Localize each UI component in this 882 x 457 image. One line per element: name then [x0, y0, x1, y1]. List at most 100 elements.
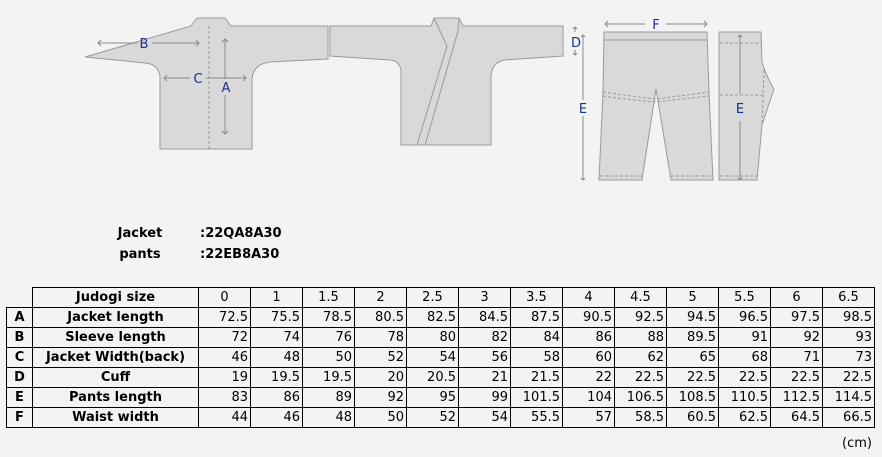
size-header: 1 [250, 287, 303, 308]
size-table: Judogi size 0 1 1.5 2 2.5 3 3.5 4 4.5 5 5.5 6 6.5 A Jac… [6, 287, 875, 428]
measure-cell: 72 [198, 327, 251, 348]
measure-cell: 76 [302, 327, 355, 348]
measure-cell: 57 [562, 407, 615, 428]
measure-cell: 65 [666, 347, 719, 368]
measure-cell: 22.5 [614, 367, 667, 388]
pants-side [718, 31, 775, 181]
measure-cell: 108.5 [666, 387, 719, 408]
pants-front [598, 31, 714, 181]
measure-cell: 104 [562, 387, 615, 408]
label-e-side: E [736, 102, 744, 117]
row-letter: B [6, 327, 33, 348]
arrow-d [572, 26, 578, 56]
measure-cell: 60 [562, 347, 615, 368]
row-name: Waist width [32, 407, 199, 428]
measure-cell: 89 [302, 387, 355, 408]
measure-cell: 83 [198, 387, 251, 408]
code-value: :22QA8A30 [200, 226, 282, 241]
measure-cell: 46 [250, 407, 303, 428]
measure-cell: 96.5 [718, 307, 771, 328]
row-letter: E [6, 387, 33, 408]
measure-cell: 73 [822, 347, 875, 368]
size-header: 2 [354, 287, 407, 308]
table-header-row: Judogi size 0 1 1.5 2 2.5 3 3.5 4 4.5 5 5.5 6 6.5 [7, 287, 875, 308]
measure-cell: 75.5 [250, 307, 303, 328]
row-letter: F [6, 407, 33, 428]
arrow-c [163, 74, 247, 82]
unit-label: (cm) [842, 436, 872, 451]
measure-cell: 50 [302, 347, 355, 368]
measure-cell: 98.5 [822, 307, 875, 328]
measure-cell: 71 [770, 347, 823, 368]
measure-cell: 52 [354, 347, 407, 368]
measure-cell: 48 [250, 347, 303, 368]
measure-cell: 72.5 [198, 307, 251, 328]
measure-cell: 58 [510, 347, 563, 368]
measure-cell: 19 [198, 367, 251, 388]
label-d: D [571, 36, 581, 51]
measure-cell: 91 [718, 327, 771, 348]
product-codes: Jacket :22QA8A30 pants :22EB8A30 [80, 226, 282, 268]
measure-cell: 110.5 [718, 387, 771, 408]
measure-cell: 20 [354, 367, 407, 388]
measure-cell: 21 [458, 367, 511, 388]
table-row: C Jacket Width(back) 46 48 50 52 54 56 58 60 62 65 6… [6, 347, 875, 368]
row-name: Jacket Width(back) [32, 347, 199, 368]
row-name: Sleeve length [32, 327, 199, 348]
row-letter: C [6, 347, 33, 368]
code-row-pants: pants :22EB8A30 [80, 247, 282, 268]
table-row: E Pants length 83 86 89 92 95 99 101.5 104 106.5 10… [6, 387, 875, 408]
measure-cell: 22 [562, 367, 615, 388]
measure-cell: 50 [354, 407, 407, 428]
size-header: 5 [666, 287, 719, 308]
row-name: Pants length [32, 387, 199, 408]
corner-cell [7, 288, 33, 308]
measure-cell: 86 [562, 327, 615, 348]
measure-cell: 48 [302, 407, 355, 428]
measure-cell: 95 [406, 387, 459, 408]
measure-cell: 56 [458, 347, 511, 368]
measure-cell: 88 [614, 327, 667, 348]
measure-cell: 58.5 [614, 407, 667, 428]
measure-cell: 21.5 [510, 367, 563, 388]
measure-cell: 20.5 [406, 367, 459, 388]
measure-cell: 80 [406, 327, 459, 348]
measure-cell: 19.5 [250, 367, 303, 388]
table-row: A Jacket length 72.5 75.5 78.5 80.5 82.5 84.5 87… [6, 307, 875, 328]
measure-cell: 86 [250, 387, 303, 408]
measure-cell: 44 [198, 407, 251, 428]
measure-cell: 22.5 [770, 367, 823, 388]
label-b: B [140, 37, 149, 52]
measure-cell: 92 [770, 327, 823, 348]
measure-cell: 114.5 [822, 387, 875, 408]
measure-cell: 62.5 [718, 407, 771, 428]
measure-cell: 94.5 [666, 307, 719, 328]
code-value: :22EB8A30 [200, 247, 280, 262]
label-e-front: E [579, 102, 587, 117]
header-label: Judogi size [32, 287, 199, 308]
size-header: 1.5 [302, 287, 355, 308]
measure-cell: 92 [354, 387, 407, 408]
row-letter: A [6, 307, 33, 328]
measure-cell: 99 [458, 387, 511, 408]
code-row-jacket: Jacket :22QA8A30 [80, 226, 282, 247]
measure-cell: 62 [614, 347, 667, 368]
measure-cell: 64.5 [770, 407, 823, 428]
measure-cell: 82 [458, 327, 511, 348]
measure-cell: 87.5 [510, 307, 563, 328]
arrow-b [97, 39, 200, 47]
measure-cell: 19.5 [302, 367, 355, 388]
measure-cell: 89.5 [666, 327, 719, 348]
measure-cell: 52 [406, 407, 459, 428]
arrow-e-side [737, 34, 743, 181]
measure-cell: 22.5 [666, 367, 719, 388]
measure-cell: 54 [458, 407, 511, 428]
size-diagram: B C A D E F E [84, 17, 775, 181]
measure-cell: 106.5 [614, 387, 667, 408]
size-header: 6 [770, 287, 823, 308]
measure-cell: 93 [822, 327, 875, 348]
code-label: pants [119, 247, 161, 262]
row-letter: D [6, 367, 33, 388]
measure-cell: 82.5 [406, 307, 459, 328]
label-c: C [193, 72, 202, 87]
